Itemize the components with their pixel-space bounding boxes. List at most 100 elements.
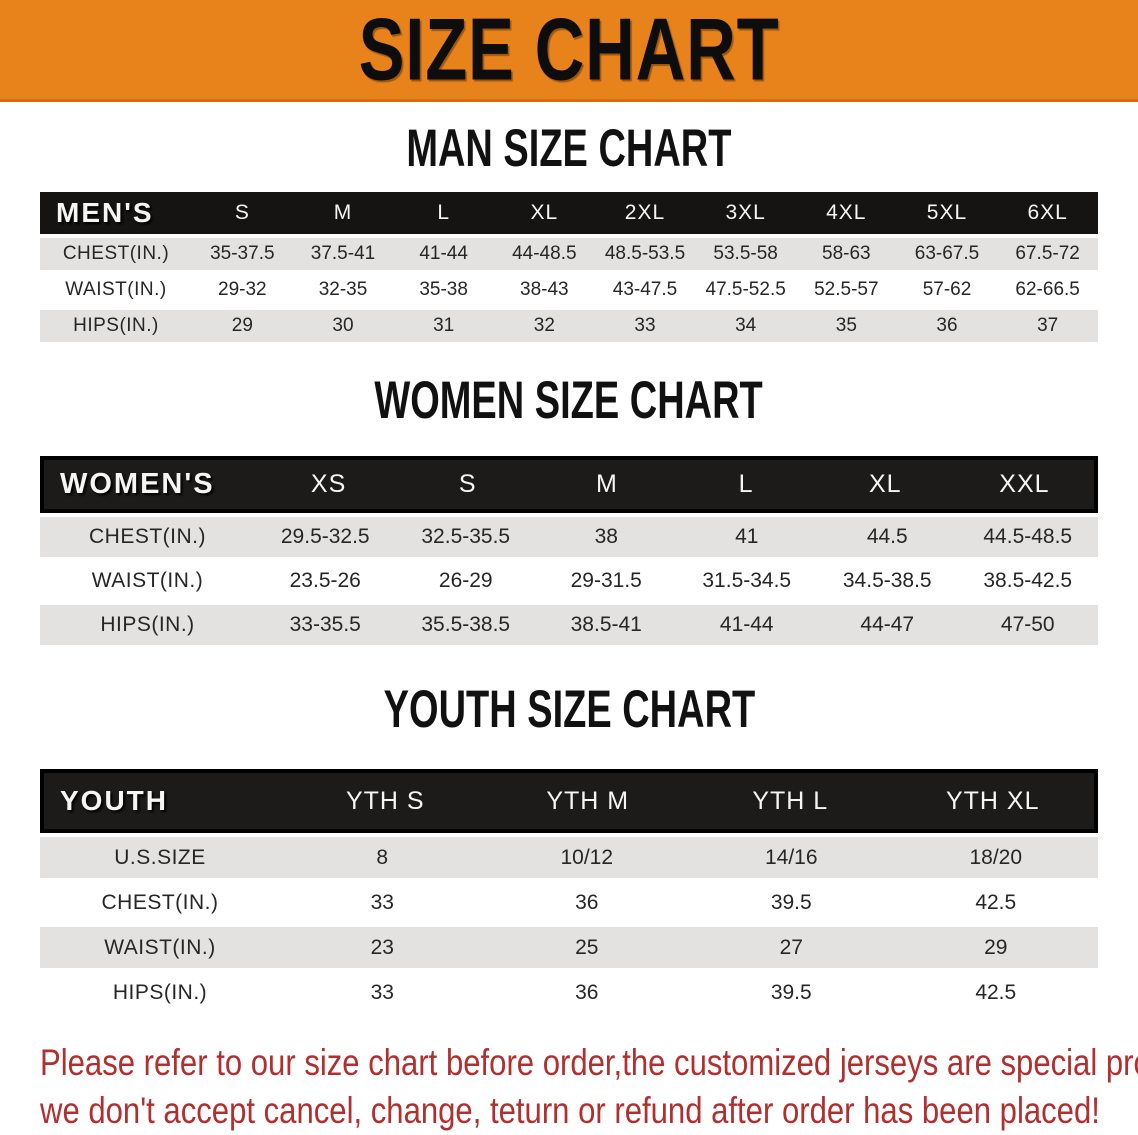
table-header-label: MEN'S: [56, 197, 154, 228]
disclaimer: Please refer to our size chart before or…: [40, 1039, 1138, 1135]
cell-value: 57-62: [922, 279, 972, 300]
column-header: YTH L: [752, 786, 829, 815]
row-label: CHEST(IN.): [62, 243, 170, 264]
section-title-text: WOMEN SIZE CHART: [374, 370, 764, 430]
cell-value: 29.5-32.5: [280, 525, 370, 548]
cell-value: 29-32: [218, 279, 267, 300]
cell-value: 36: [575, 890, 599, 914]
cell-value: 39.5: [770, 890, 812, 914]
cell-value: 35.5-38.5: [421, 613, 511, 636]
cell-value: 42.5: [975, 980, 1017, 1004]
table-header-label: WOMEN'S: [60, 468, 215, 500]
cell-value: 42.5: [975, 890, 1017, 914]
row-label: CHEST(IN.): [101, 890, 219, 914]
cell-value: 36: [575, 980, 599, 1004]
column-header: L: [437, 201, 450, 224]
cell-value: 31: [433, 315, 455, 336]
cell-value: 52.5-57: [814, 279, 879, 300]
cell-value: 41: [735, 525, 759, 548]
cell-value: 44.5-48.5: [983, 525, 1073, 548]
cell-value: 23.5-26: [289, 569, 361, 592]
cell-value: 38-43: [520, 279, 569, 300]
banner-title: SIZE CHART: [358, 0, 780, 99]
cell-value: 37: [1037, 315, 1059, 336]
cell-value: 29: [984, 935, 1008, 959]
cell-value: 26-29: [438, 569, 493, 592]
men-size-chart-section: MAN SIZE CHART MEN'S S M L XL 2XL 3XL 4XL 5XL 6X…: [0, 118, 1138, 342]
cell-value: 34.5-38.5: [842, 569, 932, 592]
row-label: WAIST(IN.): [104, 935, 216, 959]
cell-value: 33: [370, 890, 394, 914]
cell-value: 43-47.5: [612, 279, 678, 300]
table-row: CHEST(IN.) 35-37.5 37.5-41 41-44 44-48.5 48.5…: [40, 238, 1098, 270]
table-header-row: WOMEN'S XS S M L XL XXL: [40, 456, 1098, 513]
column-header: 4XL: [826, 201, 867, 224]
cell-value: 27: [779, 935, 803, 959]
cell-value: 31.5-34.5: [702, 569, 792, 592]
cell-value: 35-37.5: [210, 243, 275, 264]
table-row: CHEST(IN.) 29.5-32.5 32.5-35.5 38 41 44.5 44.5…: [40, 517, 1098, 557]
row-label: WAIST(IN.): [91, 569, 204, 592]
cell-value: 53.5-58: [713, 243, 778, 264]
table-header-label: YOUTH: [60, 785, 168, 816]
table-row: WAIST(IN.) 23.5-26 26-29 29-31.5 31.5-34.5 34…: [40, 561, 1098, 601]
section-title: YOUTH SIZE CHART: [0, 680, 1138, 739]
column-header: 3XL: [725, 201, 766, 224]
column-header: S: [458, 470, 477, 498]
cell-value: 63-67.5: [914, 243, 980, 264]
cell-value: 18/20: [969, 845, 1023, 869]
cell-value: 41-44: [719, 613, 774, 636]
cell-value: 23: [370, 935, 394, 959]
cell-value: 33: [634, 315, 656, 336]
cell-value: 32.5-35.5: [421, 525, 511, 548]
cell-value: 29: [231, 315, 253, 336]
row-label: U.S.SIZE: [114, 845, 206, 869]
cell-value: 58-63: [822, 243, 871, 264]
table-row: HIPS(IN.) 33 36 39.5 42.5: [40, 972, 1098, 1013]
cell-value: 32-35: [318, 279, 368, 300]
row-label: HIPS(IN.): [100, 613, 195, 636]
column-header: 2XL: [624, 201, 666, 224]
cell-value: 32: [533, 315, 555, 336]
cell-value: 37.5-41: [310, 243, 376, 264]
row-label: WAIST(IN.): [65, 279, 167, 300]
column-header: M: [333, 201, 353, 224]
column-header: S: [234, 201, 250, 224]
column-header: YTH XL: [945, 786, 1040, 815]
row-label: HIPS(IN.): [73, 315, 159, 336]
disclaimer-line-1: Please refer to our size chart before or…: [40, 1042, 1138, 1083]
cell-value: 8: [376, 845, 389, 869]
table-row: HIPS(IN.) 33-35.5 35.5-38.5 38.5-41 41-44 44-…: [40, 605, 1098, 645]
cell-value: 47-50: [1000, 613, 1055, 636]
cell-value: 30: [332, 315, 354, 336]
size-table: MEN'S S M L XL 2XL 3XL 4XL 5XL 6XL CHEST(IN.) 35-…: [40, 192, 1098, 342]
table-row: WAIST(IN.) 29-32 32-35 35-38 38-43 43-47.5 47.…: [40, 274, 1098, 306]
column-header: M: [596, 470, 618, 498]
cell-value: 47.5-52.5: [705, 279, 786, 300]
disclaimer-line-2: we don't accept cancel, change, teturn o…: [40, 1090, 1100, 1131]
section-title: MAN SIZE CHART: [0, 118, 1138, 178]
column-header: XXL: [999, 470, 1050, 498]
column-header: L: [738, 470, 754, 498]
section-title-text: MAN SIZE CHART: [406, 118, 732, 178]
table-row: CHEST(IN.) 33 36 39.5 42.5: [40, 882, 1098, 923]
cell-value: 35-38: [419, 279, 468, 300]
table-header-row: YOUTH YTH S YTH M YTH L YTH XL: [40, 769, 1098, 833]
section-title: WOMEN SIZE CHART: [0, 370, 1138, 430]
cell-value: 44-48.5: [512, 243, 577, 264]
table-row: WAIST(IN.) 23 25 27 29: [40, 927, 1098, 968]
cell-value: 39.5: [770, 980, 812, 1004]
cell-value: 33: [370, 980, 394, 1004]
cell-value: 44.5: [866, 525, 908, 548]
column-header: YTH M: [546, 786, 630, 815]
cell-value: 34: [735, 315, 757, 336]
column-header: XS: [310, 470, 347, 498]
cell-value: 25: [575, 935, 599, 959]
cell-value: 33-35.5: [289, 613, 361, 636]
cell-value: 48.5-53.5: [604, 243, 686, 264]
table-header-row: MEN'S S M L XL 2XL 3XL 4XL 5XL 6XL: [40, 192, 1098, 234]
table-row: HIPS(IN.) 29 30 31 32 33 34 35 36 37: [40, 310, 1098, 342]
size-table: YOUTH YTH S YTH M YTH L YTH XL U.S.SIZE 8 10/…: [40, 769, 1098, 1013]
column-header: 6XL: [1027, 201, 1068, 224]
column-header: XL: [868, 470, 902, 498]
